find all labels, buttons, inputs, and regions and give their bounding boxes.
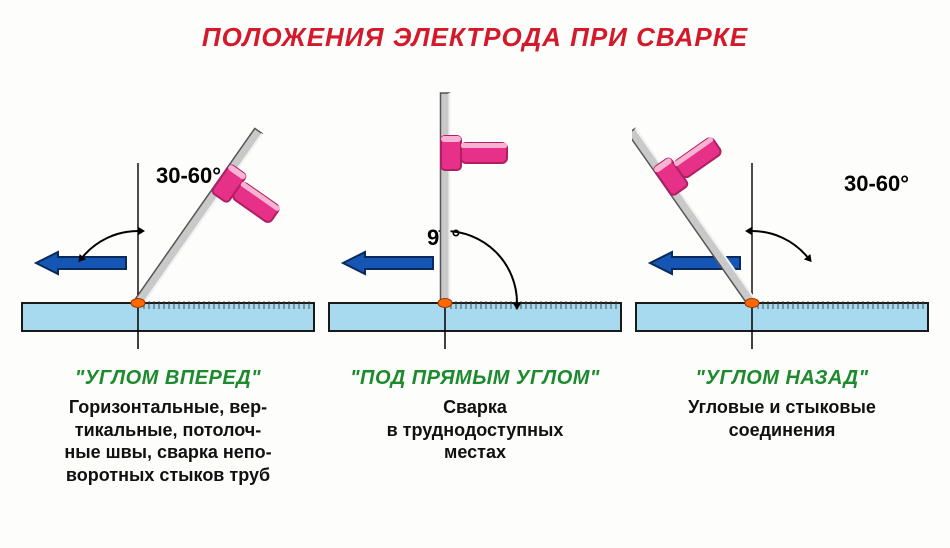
caption-desc: Горизонтальные, вер-тикальные, потолоч-н… [18, 396, 318, 486]
caption-desc: Угловые и стыковыесоединения [632, 396, 932, 441]
angle-label: 30-60° [156, 163, 221, 188]
diagram-backward: 30-60° [632, 63, 932, 363]
caption-desc: Сваркав труднодоступныхместах [325, 396, 625, 464]
diagram-right-angle: 90° [325, 63, 625, 363]
captions-right-angle: "ПОД ПРЯМЫМ УГЛОМ" Сваркав труднодоступны… [325, 367, 625, 464]
caption-title: "ПОД ПРЯМЫМ УГЛОМ" [325, 367, 625, 390]
panels-row: 30-60° "УГЛОМ ВПЕРЕД" Горизонтальные, вер-… [0, 63, 950, 486]
captions-backward: "УГЛОМ НАЗАД" Угловые и стыковыесоединени… [632, 367, 932, 441]
panel-backward: 30-60° "УГЛОМ НАЗАД" Угловые и стыковыесое… [632, 63, 932, 486]
caption-title: "УГЛОМ ВПЕРЕД" [18, 367, 318, 390]
caption-title: "УГЛОМ НАЗАД" [632, 367, 932, 390]
panel-right-angle: 90° "ПОД ПРЯМЫМ УГЛОМ" Сваркав труднодосту… [325, 63, 625, 486]
diagram-forward: 30-60° [18, 63, 318, 363]
panel-forward: 30-60° "УГЛОМ ВПЕРЕД" Горизонтальные, вер-… [18, 63, 318, 486]
angle-label: 30-60° [844, 171, 909, 196]
captions-forward: "УГЛОМ ВПЕРЕД" Горизонтальные, вер-тикаль… [18, 367, 318, 486]
main-title: ПОЛОЖЕНИЯ ЭЛЕКТРОДА ПРИ СВАРКЕ [0, 0, 950, 53]
